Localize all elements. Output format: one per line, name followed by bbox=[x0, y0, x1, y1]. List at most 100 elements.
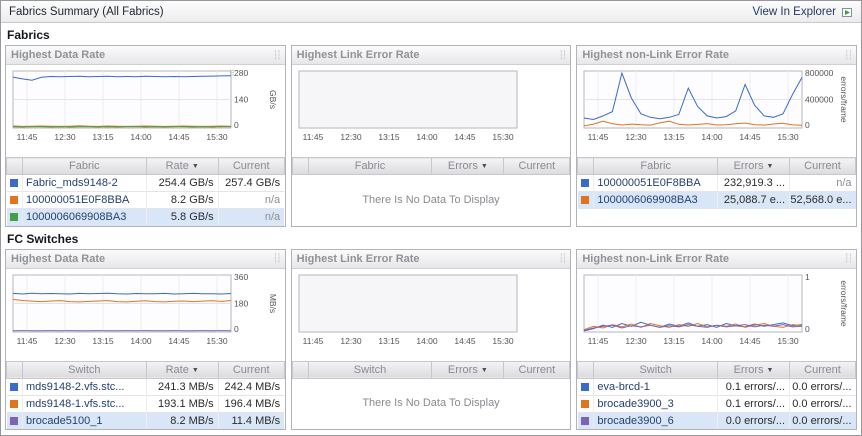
table-row[interactable]: 100000051E0F8BBA 8.2 GB/s n/a bbox=[6, 191, 285, 209]
table-row[interactable]: brocade3900_6 0.0 errors/... 0.0 errors/… bbox=[577, 411, 856, 429]
svg-text:11:45: 11:45 bbox=[588, 336, 609, 346]
col-header-rate[interactable]: Rate ▼ bbox=[145, 360, 219, 379]
errors-value: 232,919.3 ... bbox=[717, 174, 790, 192]
chart-settings-icon[interactable]: ⠿ bbox=[228, 69, 235, 78]
table-row[interactable]: 100000051E0F8BBA 232,919.3 ... n/a bbox=[577, 174, 856, 192]
svg-text:360: 360 bbox=[234, 272, 248, 282]
fabric-name[interactable]: 100000051E0F8BBA bbox=[22, 191, 147, 209]
col-header-swatch bbox=[6, 360, 23, 379]
panel-grip-icon[interactable]: ┆┆ bbox=[558, 253, 568, 263]
switch-name[interactable]: mds9148-2.vfs.stc... bbox=[22, 377, 147, 395]
panel-grip-icon[interactable]: ┆┆ bbox=[272, 253, 282, 263]
errors-value: 25,088.7 e... bbox=[717, 191, 790, 209]
line-chart: 11:45 12:30 13:15 14:00 14:45 15:30 bbox=[298, 70, 518, 142]
svg-text:MB/s: MB/s bbox=[268, 293, 278, 312]
errors-value: 0.1 errors/... bbox=[717, 377, 790, 395]
svg-text:0: 0 bbox=[805, 120, 810, 130]
table-row[interactable]: 1000006069908BA3 5.8 GB/s n/a bbox=[6, 208, 285, 226]
col-header-current[interactable]: Current bbox=[789, 360, 857, 379]
svg-text:14:00: 14:00 bbox=[130, 336, 152, 346]
panel-header: Highest Link Error Rate ┆┆ bbox=[291, 46, 571, 65]
svg-text:12:30: 12:30 bbox=[340, 132, 362, 142]
panel-fabrics-link-error-rate: Highest Link Error Rate ┆┆ 11:45 12:30 13:… bbox=[290, 45, 572, 227]
col-header-fabric[interactable]: Fabric bbox=[307, 157, 433, 175]
series-swatch bbox=[9, 416, 18, 425]
switch-name[interactable]: eva-brcd-1 bbox=[593, 377, 718, 395]
svg-text:14:45: 14:45 bbox=[454, 132, 476, 142]
col-header-switch[interactable]: Switch bbox=[307, 360, 433, 379]
summary-table: Switch Rate ▼ Current mds9148-2.vfs.stc..… bbox=[6, 360, 285, 429]
table-row[interactable]: mds9148-1.vfs.stc... 193.1 MB/s 196.4 MB… bbox=[6, 394, 285, 412]
col-header-current[interactable]: Current bbox=[503, 360, 571, 379]
switch-name[interactable]: brocade3900_3 bbox=[593, 394, 718, 412]
col-header-errors[interactable]: Errors ▼ bbox=[431, 157, 505, 175]
col-header-rate[interactable]: Rate ▼ bbox=[145, 157, 219, 175]
section-title-fc-switches: FC Switches bbox=[7, 231, 79, 246]
table-row[interactable]: mds9148-2.vfs.stc... 241.3 MB/s 242.4 MB… bbox=[6, 377, 285, 395]
panel-grip-icon[interactable]: ┆┆ bbox=[844, 253, 853, 263]
col-header-current[interactable]: Current bbox=[217, 360, 285, 379]
fabric-name[interactable]: 1000006069908BA3 bbox=[22, 208, 147, 226]
table-row[interactable]: Fabric_mds9148-2 254.4 GB/s 257.4 GB/s bbox=[6, 174, 285, 192]
fabric-name[interactable]: 100000051E0F8BBA bbox=[593, 174, 718, 192]
panel-grip-icon[interactable]: ┆┆ bbox=[558, 49, 568, 60]
table-row[interactable]: brocade3900_3 0.1 errors/... 0.0 errors/… bbox=[577, 394, 856, 412]
svg-text:errors/frame: errors/frame bbox=[839, 280, 849, 327]
col-header-swatch bbox=[577, 157, 595, 175]
svg-text:14:45: 14:45 bbox=[454, 336, 476, 346]
panel-fabrics-nonlink-error-rate: Highest non-Link Error Rate ┆┆ 0 400000 80… bbox=[576, 45, 858, 227]
svg-text:13:15: 13:15 bbox=[92, 336, 114, 346]
col-header-errors[interactable]: Errors ▼ bbox=[431, 360, 505, 379]
current-value: 0.0 errors/... bbox=[789, 411, 856, 429]
col-header-fabric[interactable]: Fabric bbox=[593, 157, 719, 175]
title-bar: Fabrics Summary (All Fabrics) View In Ex… bbox=[1, 1, 861, 23]
svg-text:0: 0 bbox=[234, 120, 239, 130]
series-swatch bbox=[580, 399, 589, 408]
rate-value: 193.1 MB/s bbox=[145, 394, 219, 412]
panel-title-label: Highest non-Link Error Rate bbox=[582, 252, 730, 265]
table-row[interactable]: eva-brcd-1 0.1 errors/... 0.0 errors/... bbox=[577, 377, 856, 395]
col-header-swatch bbox=[291, 157, 309, 175]
fabrics-panels-row: Highest Data Rate ┆┆ 0 140 280 GB/s 11:45 12:… bbox=[1, 45, 861, 227]
svg-text:14:00: 14:00 bbox=[130, 132, 152, 142]
svg-text:15:30: 15:30 bbox=[206, 132, 228, 142]
svg-text:14:45: 14:45 bbox=[740, 336, 762, 346]
no-data-message: There Is No Data To Display bbox=[292, 174, 570, 225]
switch-name[interactable]: mds9148-1.vfs.stc... bbox=[22, 394, 147, 412]
svg-text:1: 1 bbox=[805, 272, 810, 282]
col-header-errors[interactable]: Errors ▼ bbox=[717, 157, 791, 175]
col-header-current[interactable]: Current bbox=[503, 157, 571, 175]
col-header-switch[interactable]: Switch bbox=[593, 360, 719, 379]
line-chart: 0 140 280 GB/s 11:45 12:30 13:15 14:00 14:45 15:3… bbox=[12, 68, 278, 142]
view-in-explorer-link[interactable]: View In Explorer bbox=[752, 6, 853, 18]
switch-name[interactable]: brocade5100_1 bbox=[22, 411, 147, 429]
table-row[interactable]: brocade5100_1 8.2 MB/s 11.4 MB/s bbox=[6, 411, 285, 429]
sort-desc-icon: ▼ bbox=[766, 163, 774, 170]
col-header-current[interactable]: Current bbox=[217, 157, 285, 175]
chart-area: 0 140 280 GB/s 11:45 12:30 13:15 14:00 14:45 15:3… bbox=[6, 65, 285, 157]
col-header-fabric[interactable]: Fabric bbox=[22, 157, 147, 175]
svg-text:12:30: 12:30 bbox=[626, 132, 648, 142]
svg-text:15:30: 15:30 bbox=[206, 336, 228, 346]
col-header-errors[interactable]: Errors ▼ bbox=[717, 360, 791, 379]
col-header-switch[interactable]: Switch bbox=[22, 360, 147, 379]
switch-name[interactable]: brocade3900_6 bbox=[593, 411, 718, 429]
panel-grip-icon[interactable]: ┆┆ bbox=[272, 49, 282, 60]
fabric-name[interactable]: Fabric_mds9148-2 bbox=[22, 174, 147, 192]
rate-value: 8.2 GB/s bbox=[145, 191, 219, 209]
svg-text:11:45: 11:45 bbox=[302, 132, 323, 142]
current-value: 196.4 MB/s bbox=[217, 394, 285, 412]
fabric-name[interactable]: 1000006069908BA3 bbox=[593, 191, 718, 209]
svg-text:140: 140 bbox=[234, 95, 248, 105]
col-header-current[interactable]: Current bbox=[789, 157, 857, 175]
panel-fabrics-data-rate: Highest Data Rate ┆┆ 0 140 280 GB/s 11:45 12:… bbox=[5, 45, 286, 227]
svg-text:0: 0 bbox=[234, 324, 239, 334]
series-swatch bbox=[9, 382, 18, 391]
current-value: 52,568.0 e... bbox=[789, 191, 856, 209]
table-row[interactable]: 1000006069908BA3 25,088.7 e... 52,568.0 … bbox=[577, 191, 856, 209]
fc-switches-panels-row: Highest Data Rate ┆┆ 0 180 360 MB/s 11:45 12:… bbox=[1, 248, 861, 430]
svg-text:13:15: 13:15 bbox=[378, 132, 400, 142]
panel-grip-icon[interactable]: ┆┆ bbox=[844, 49, 853, 60]
rate-value: 241.3 MB/s bbox=[145, 377, 219, 395]
current-value: n/a bbox=[217, 191, 285, 209]
